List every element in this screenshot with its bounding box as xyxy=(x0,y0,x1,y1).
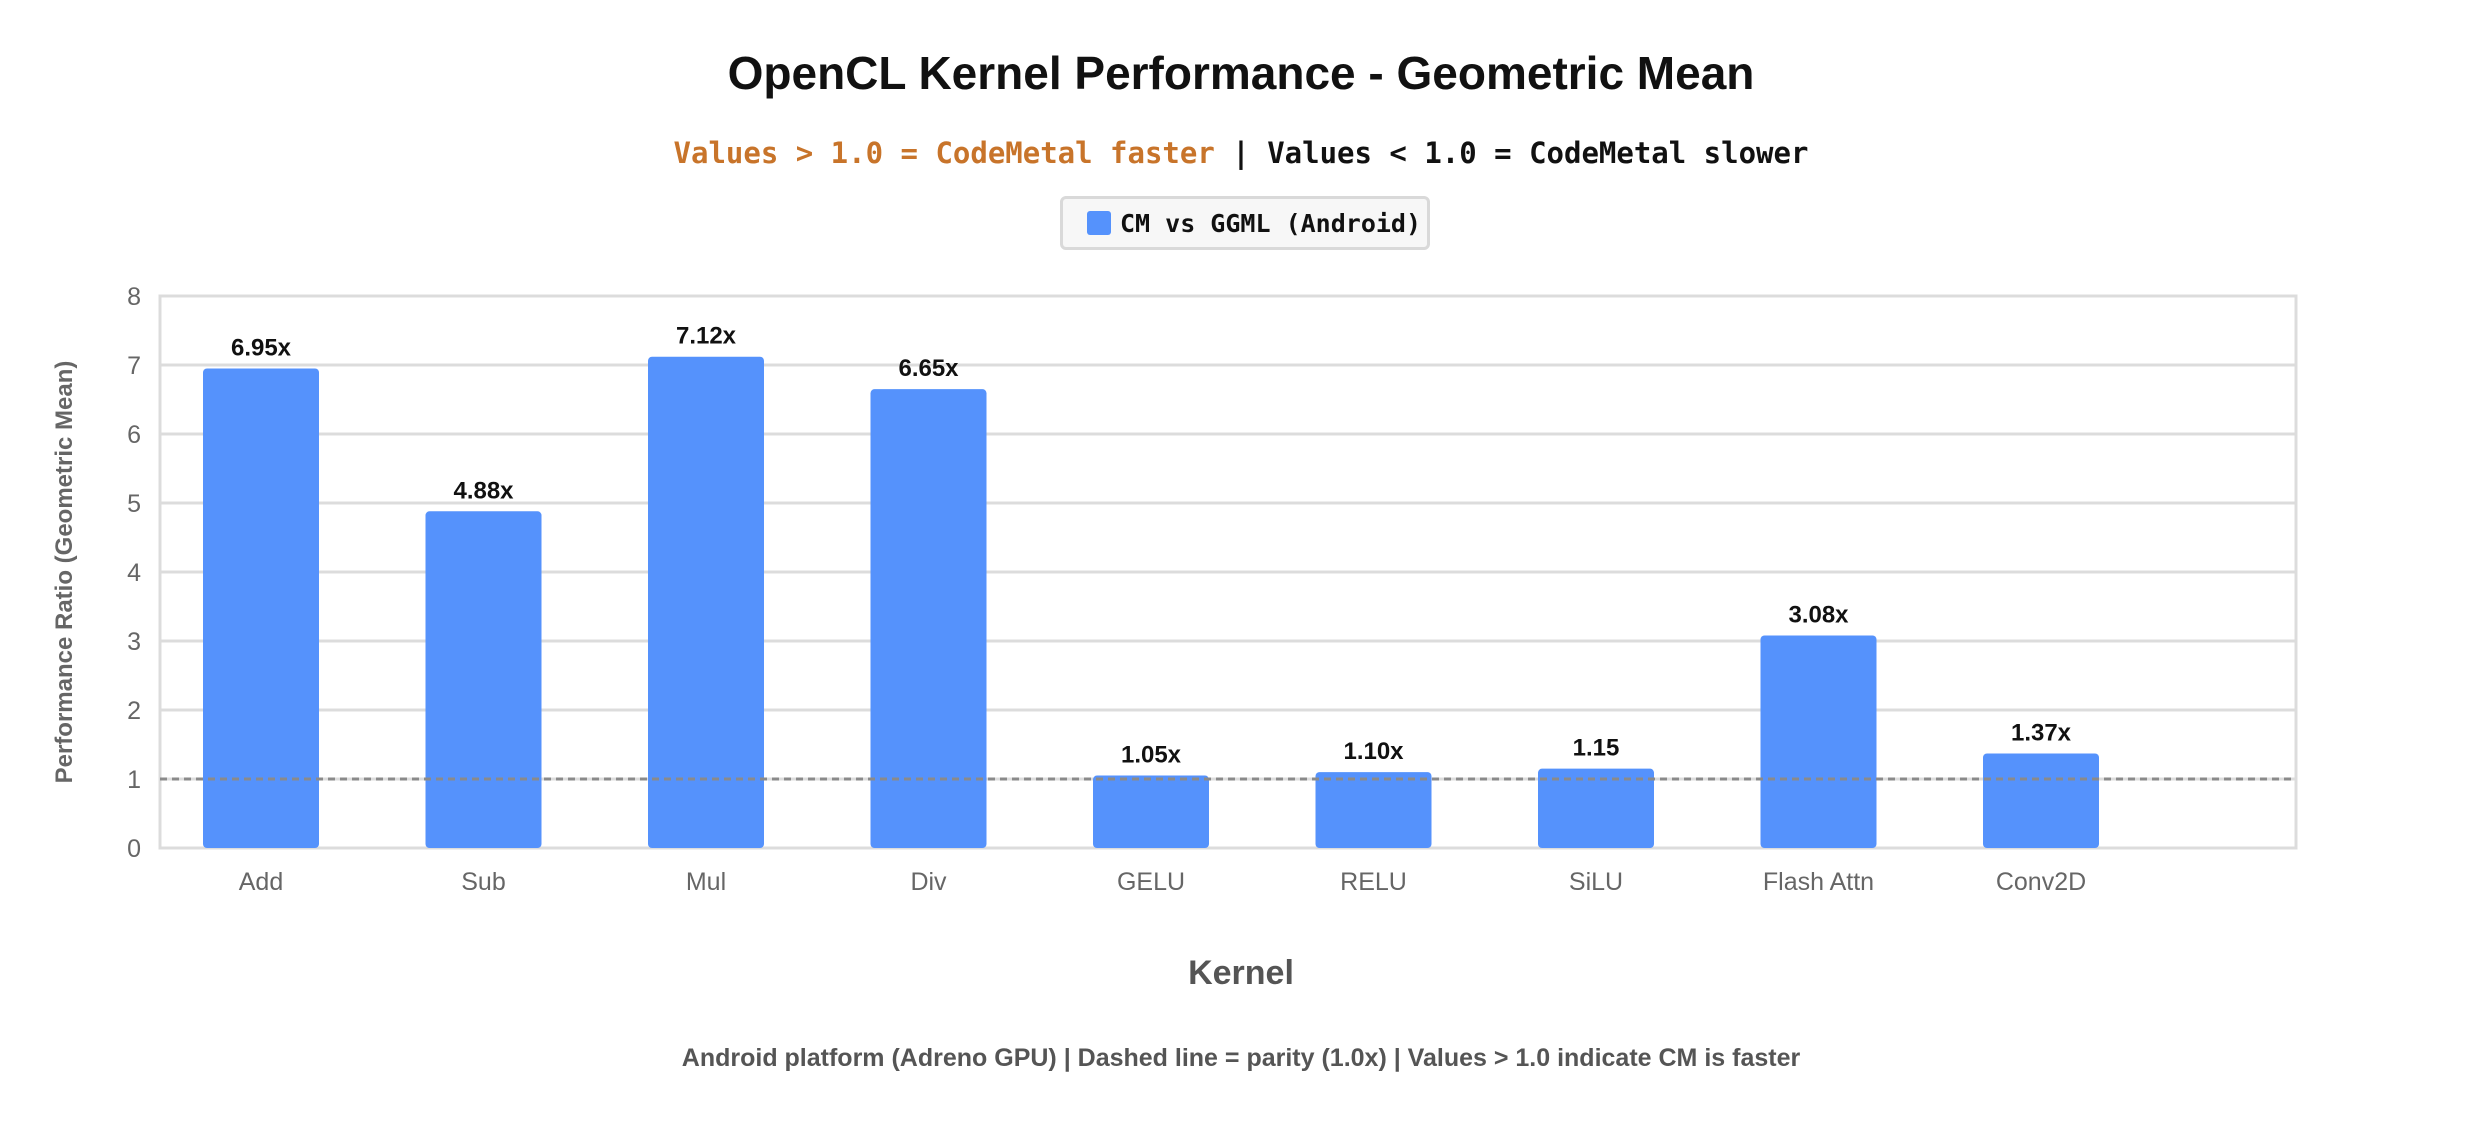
legend-swatch xyxy=(1087,211,1111,235)
y-tick-label: 8 xyxy=(127,283,141,311)
x-tick-label: GELU xyxy=(1117,868,1185,896)
x-tick-label: Conv2D xyxy=(1996,868,2086,896)
y-tick-label: 1 xyxy=(127,766,141,794)
y-tick-label: 2 xyxy=(127,697,141,725)
bar xyxy=(1760,635,1877,848)
bar xyxy=(648,356,764,848)
bar xyxy=(203,368,319,848)
legend-label: CM vs GGML (Android) xyxy=(1120,208,1422,238)
x-axis-title: Kernel xyxy=(1188,954,1294,992)
y-tick-label: 4 xyxy=(127,559,141,587)
x-tick-label: Flash Attn xyxy=(1763,868,1874,896)
bar-value-label: 3.08x xyxy=(1788,601,1849,628)
bar-value-label: 1.37x xyxy=(2011,719,2072,746)
bar-value-label: 6.95x xyxy=(231,334,292,361)
x-tick-label: SiLU xyxy=(1569,868,1623,896)
y-axis-title: Performance Ratio (Geometric Mean) xyxy=(51,361,78,784)
chart-footnote: Android platform (Adreno GPU) | Dashed l… xyxy=(681,1044,1801,1072)
bar-value-label: 1.05x xyxy=(1121,742,1182,769)
y-tick-label: 0 xyxy=(127,835,141,863)
chart-title: OpenCL Kernel Performance - Geometric Me… xyxy=(727,47,1755,99)
bar-value-label: 7.12x xyxy=(676,323,737,350)
x-tick-label: Sub xyxy=(461,868,505,896)
bar-value-label: 1.10x xyxy=(1343,738,1404,765)
x-tick-label: Add xyxy=(239,868,283,896)
x-tick-label: RELU xyxy=(1340,868,1407,896)
bar-value-label: 6.65x xyxy=(898,355,959,382)
bar xyxy=(1315,772,1432,848)
x-tick-label: Div xyxy=(910,868,947,896)
subtitle-faster-note: Values > 1.0 = CodeMetal faster xyxy=(673,136,1215,170)
chart-legend: CM vs GGML (Android) xyxy=(1060,196,1430,250)
bar xyxy=(1538,768,1654,848)
y-tick-label: 5 xyxy=(127,490,141,518)
y-tick-label: 7 xyxy=(127,352,141,380)
bar xyxy=(870,389,987,848)
y-tick-label: 6 xyxy=(127,421,141,449)
bar xyxy=(1093,775,1209,848)
subtitle-slower-note: Values < 1.0 = CodeMetal slower xyxy=(1267,136,1809,170)
chart-subtitle: Values > 1.0 = CodeMetal faster | Values… xyxy=(0,136,2482,170)
bar xyxy=(425,511,542,848)
bar-value-label: 4.88x xyxy=(453,477,514,504)
bar-value-label: 1.15 xyxy=(1573,735,1620,762)
subtitle-separator: | xyxy=(1214,136,1268,170)
plot-frame xyxy=(158,294,2298,850)
bar xyxy=(1983,753,2099,848)
x-tick-label: Mul xyxy=(686,868,726,896)
y-tick-label: 3 xyxy=(127,628,141,656)
